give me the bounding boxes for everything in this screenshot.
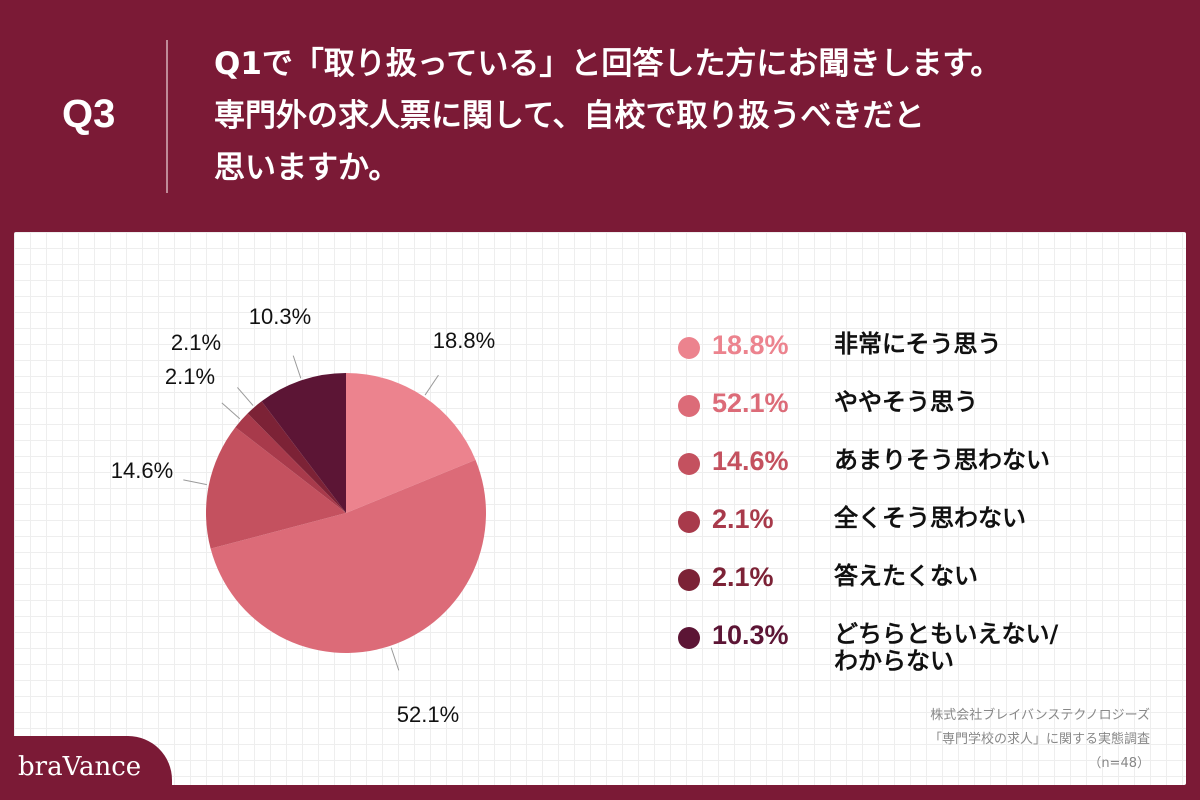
legend-item-5: 2.1% 答えたくない: [678, 558, 1178, 616]
brand-tab: [0, 736, 172, 800]
legend-label: 全くそう思わない: [834, 505, 1164, 532]
slice-label-4: 2.1%: [165, 364, 215, 389]
source-sample: （n=48）: [1088, 756, 1150, 771]
pie-slice-3: [205, 427, 346, 549]
legend-percent: 18.8%: [712, 330, 789, 360]
leader-line-1: [424, 374, 439, 396]
question-line-2: 専門外の求人票に関して、自校で取り扱うべきだと: [214, 98, 925, 134]
pie-slice-1: [346, 373, 476, 513]
legend-swatch: [678, 337, 700, 359]
slice-label-1: 18.8%: [433, 328, 495, 353]
pie-chart: 18.8% 52.1% 14.6% 2.1% 2.1% 10.3%: [111, 304, 495, 727]
source-note: 株式会社ブレイバンステクノロジーズ 「専門学校の求人」に関する実態調査 （n=4…: [929, 704, 1150, 776]
legend-label-line1: どちらともいえない/: [834, 620, 1059, 648]
slice-label-2: 52.1%: [397, 702, 459, 727]
legend-label: あまりそう思わない: [834, 447, 1164, 474]
pie-slice-5: [247, 401, 346, 513]
legend-label: 答えたくない: [834, 563, 1164, 590]
question-text: Q1で「取り扱っている」と回答した方にお聞きします。 専門外の求人票に関して、自…: [214, 38, 1174, 194]
brand-logo: braVance: [18, 752, 142, 782]
legend-label-line2: わからない: [834, 647, 954, 675]
pie-slice-2: [210, 459, 487, 654]
legend: 18.8% 非常にそう思う 52.1% ややそう思う 14.6% あまりそう思わ…: [678, 326, 1178, 675]
legend-label-line1: 非常にそう思う: [834, 330, 1002, 358]
legend-item-6: 10.3% どちらともいえない/ わからない: [678, 616, 1178, 675]
source-company: 株式会社ブレイバンステクノロジーズ: [930, 708, 1150, 723]
legend-swatch: [678, 453, 700, 475]
leader-line-3: [183, 479, 207, 486]
slice-label-3: 14.6%: [111, 458, 173, 483]
legend-percent: 10.3%: [712, 620, 789, 650]
source-survey: 「専門学校の求人」に関する実態調査: [928, 732, 1150, 747]
slice-label-6: 10.3%: [249, 304, 311, 329]
legend-item-4: 2.1% 全くそう思わない: [678, 500, 1178, 558]
legend-label: ややそう思う: [834, 389, 1164, 416]
leader-line-2: [390, 647, 400, 671]
legend-percent: 2.1%: [712, 562, 774, 592]
legend-label-line1: 全くそう思わない: [834, 504, 1026, 532]
legend-item-2: 52.1% ややそう思う: [678, 384, 1178, 442]
leader-line-6: [292, 355, 302, 379]
legend-swatch: [678, 627, 700, 649]
legend-item-3: 14.6% あまりそう思わない: [678, 442, 1178, 500]
header: Q3 Q1で「取り扱っている」と回答した方にお聞きします。 専門外の求人票に関し…: [0, 0, 1200, 232]
leader-line-5: [237, 387, 254, 406]
legend-swatch: [678, 395, 700, 417]
question-line-1: Q1で「取り扱っている」と回答した方にお聞きします。: [214, 46, 1002, 82]
legend-percent: 14.6%: [712, 446, 789, 476]
legend-label-line1: あまりそう思わない: [834, 446, 1050, 474]
legend-percent: 2.1%: [712, 504, 774, 534]
leader-line-4: [221, 402, 241, 420]
legend-percent: 52.1%: [712, 388, 789, 418]
header-divider: [166, 40, 168, 193]
slice-label-5: 2.1%: [171, 330, 221, 355]
legend-swatch: [678, 511, 700, 533]
legend-label: どちらともいえない/ わからない: [834, 621, 1164, 675]
legend-label: 非常にそう思う: [834, 331, 1164, 358]
question-line-3: 思いますか。: [214, 150, 400, 186]
pie-slice-4: [235, 413, 346, 513]
legend-swatch: [678, 569, 700, 591]
chart-card: 18.8% 52.1% 14.6% 2.1% 2.1% 10.3% 18.8% 非常にそう…: [14, 232, 1186, 785]
pie-slice-6: [261, 373, 346, 513]
legend-label-line1: ややそう思う: [834, 388, 978, 416]
question-number: Q3: [62, 92, 116, 136]
legend-label-line1: 答えたくない: [834, 562, 978, 590]
legend-item-1: 18.8% 非常にそう思う: [678, 326, 1178, 384]
